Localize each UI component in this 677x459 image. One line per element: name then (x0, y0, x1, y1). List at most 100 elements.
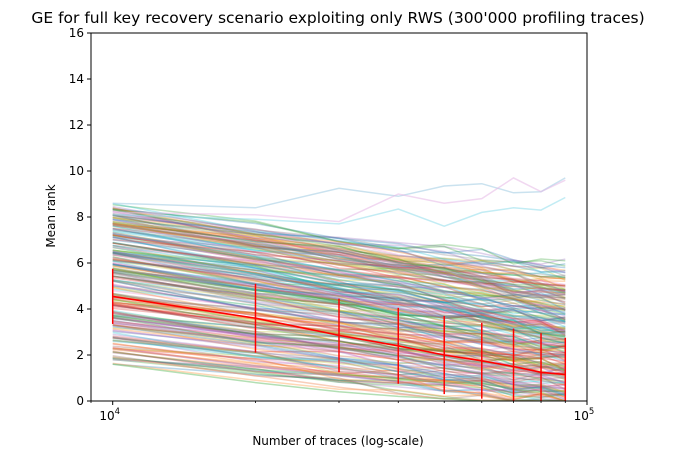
trace-line (112, 232, 566, 324)
x-axis-label: Number of traces (log-scale) (252, 434, 423, 448)
trace-line (112, 229, 566, 279)
trace-line (112, 236, 566, 291)
trace-line (112, 260, 566, 315)
trace-line (112, 218, 566, 306)
trace-line (112, 242, 566, 320)
trace-line (112, 234, 566, 292)
trace-line (112, 249, 566, 309)
y-tick-label: 16 (69, 26, 84, 40)
trace-line (112, 208, 566, 265)
trace-line (112, 251, 566, 311)
trace-line (112, 250, 566, 328)
trace-line (112, 220, 566, 288)
trace-line (112, 222, 566, 280)
plot-area (111, 177, 567, 401)
y-tick-label: 14 (69, 72, 84, 86)
y-tick-label: 8 (76, 210, 84, 224)
trace-line (112, 256, 566, 332)
trace-line (112, 252, 566, 323)
trace-line (112, 254, 566, 319)
trace-line (112, 242, 566, 333)
trace-line (112, 252, 566, 337)
trace-line (112, 207, 566, 269)
y-tick-label: 2 (76, 348, 84, 362)
trace-line (112, 253, 566, 314)
y-tick-label: 12 (69, 118, 84, 132)
trace-line (112, 251, 566, 323)
axes: 0 2 4 6 8 10 12 14 16 104 105 (69, 26, 595, 423)
trace-line (112, 268, 566, 333)
trace-line (112, 227, 566, 286)
trace-line (112, 216, 566, 281)
trace-line (112, 251, 566, 305)
chart-title: GE for full key recovery scenario exploi… (31, 9, 644, 27)
y-tick-label: 10 (69, 164, 84, 178)
trace-line (112, 216, 566, 296)
trace-line (112, 264, 566, 316)
trace-line (112, 214, 566, 293)
trace-line (112, 223, 566, 296)
x-tick-label: 104 (99, 407, 120, 423)
trace-line (112, 256, 566, 321)
trace-line (112, 229, 566, 286)
trace-line (112, 234, 566, 309)
trace-line (112, 222, 566, 292)
mean-line (112, 295, 566, 376)
trace-line (112, 225, 566, 294)
trace-line (112, 234, 566, 311)
trace-line (112, 244, 566, 297)
trace-line (112, 236, 566, 294)
trace-line (112, 269, 566, 326)
trace-line (112, 222, 566, 296)
trace-line (112, 224, 566, 290)
trace-line (112, 232, 566, 328)
trace-line (112, 223, 566, 298)
trace-line (112, 207, 566, 299)
y-axis-label: Mean rank (44, 184, 58, 247)
trace-line (112, 214, 566, 299)
trace-line (112, 241, 566, 312)
trace-line (112, 209, 566, 293)
trace-line (112, 241, 566, 333)
trace-line (112, 257, 566, 310)
trace-line (112, 208, 566, 277)
trace-line (112, 231, 566, 299)
trace-line (112, 249, 566, 309)
trace-line (112, 230, 566, 294)
trace-line-highlight (112, 177, 566, 223)
trace-line (112, 242, 566, 334)
trace-line (112, 234, 566, 300)
trace-line (112, 223, 566, 280)
trace-line (112, 362, 566, 401)
trace-line (112, 232, 566, 310)
trace-line (112, 224, 566, 304)
y-tick-label: 4 (76, 302, 84, 316)
trace-line (112, 251, 566, 340)
trace-line (112, 250, 566, 325)
trace-line (112, 235, 566, 322)
trace-line-highlight (112, 363, 566, 401)
trace-line-highlight (112, 177, 566, 209)
trace-line (112, 221, 566, 311)
trace-line-highlight (112, 196, 566, 227)
trace-line (112, 227, 566, 321)
trace-line (112, 204, 566, 267)
trace-line (112, 257, 566, 321)
trace-line (112, 208, 566, 291)
trace-line (112, 212, 566, 279)
trace-line (112, 215, 566, 303)
trace-line (112, 267, 566, 324)
trace-line (112, 223, 566, 311)
trace-line (112, 220, 566, 279)
trace-line (112, 252, 566, 337)
trace-line (112, 263, 566, 335)
y-tick-label: 0 (76, 394, 84, 408)
trace-line (112, 246, 566, 337)
trace-line (112, 253, 566, 333)
trace-line (112, 268, 566, 322)
trace-line (112, 259, 566, 321)
trace-line (112, 208, 566, 291)
trace-line (112, 236, 566, 323)
trace-line (112, 202, 566, 274)
trace-line (112, 218, 566, 273)
